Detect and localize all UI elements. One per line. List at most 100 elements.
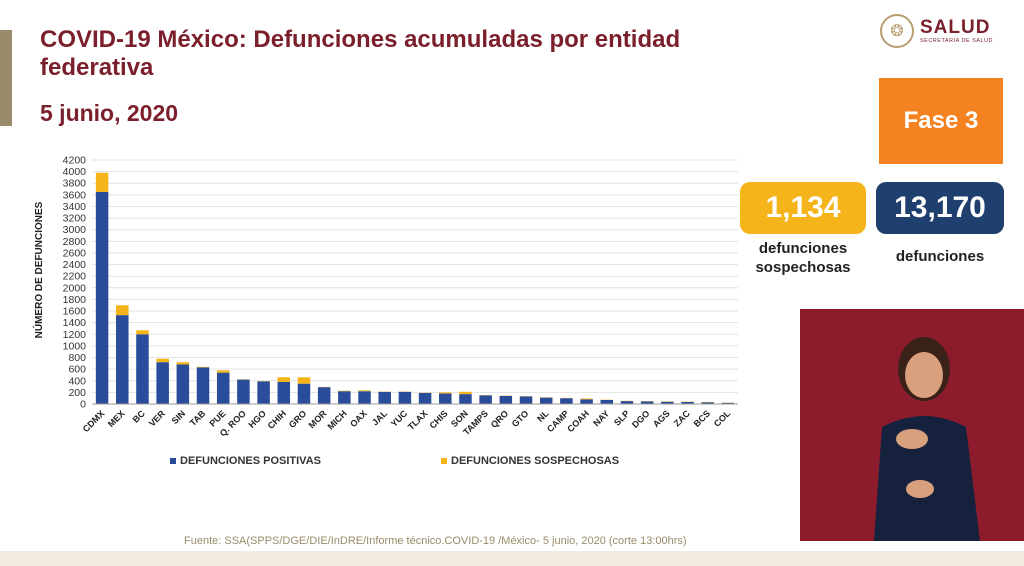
suspected-deaths-card: 1,134 <box>740 182 866 234</box>
bar-positive <box>398 391 412 404</box>
y-tick-label: 4200 <box>63 155 87 167</box>
y-tick-label: 2400 <box>63 259 87 271</box>
x-tick-label: TLAX <box>406 408 430 432</box>
bar-suspected <box>116 305 129 316</box>
bar-suspected <box>580 398 593 400</box>
bar-positive <box>257 381 270 404</box>
bar-positive <box>196 367 210 404</box>
y-tick-label: 3200 <box>63 213 87 225</box>
bar-positive <box>681 401 694 404</box>
x-tick-label: AGS <box>651 408 672 429</box>
total-deaths-card: 13,170 <box>876 182 1004 234</box>
x-tick-label: OAX <box>348 408 369 429</box>
bar-positive <box>701 402 714 404</box>
y-tick-label: 800 <box>68 352 86 364</box>
x-tick-label: JAL <box>370 408 389 427</box>
bar-positive <box>176 364 190 404</box>
x-tick-label: DGO <box>630 408 652 430</box>
bar-positive <box>136 334 149 404</box>
x-tick-label: MEX <box>106 408 127 429</box>
x-tick-label: COL <box>712 408 733 429</box>
x-tick-label: QRO <box>489 408 511 430</box>
bar-suspected <box>136 330 149 335</box>
y-tick-label: 0 <box>80 399 86 411</box>
bar-suspected <box>358 390 371 392</box>
bar-positive <box>95 191 109 404</box>
y-axis-label: NÚMERO DE DEFUNCIONES <box>32 201 45 338</box>
legend-positive: DEFUNCIONES POSITIVAS <box>170 455 321 467</box>
legend-suspected-label: DEFUNCIONES SOSPECHOSAS <box>451 455 620 467</box>
bar-positive <box>216 372 230 404</box>
y-tick-label: 1400 <box>63 317 87 329</box>
bar-suspected <box>216 370 230 373</box>
bar-suspected <box>95 172 109 192</box>
y-tick-label: 3600 <box>63 189 87 201</box>
y-tick-label: 2800 <box>63 236 87 248</box>
x-tick-label: SIN <box>170 408 188 426</box>
x-tick-label: CHIS <box>427 408 449 430</box>
bar-positive <box>237 379 250 404</box>
legend-suspected: DEFUNCIONES SOSPECHOSAS <box>441 455 619 467</box>
bar-suspected <box>196 366 210 368</box>
bar-suspected <box>176 362 190 365</box>
bar-positive <box>277 381 291 404</box>
x-tick-label: CHIH <box>266 408 289 431</box>
bar-positive <box>620 401 634 404</box>
x-tick-label: ZAC <box>672 408 693 429</box>
seal-icon: ❂ <box>880 14 914 48</box>
bar-positive <box>317 387 331 404</box>
x-tick-label: GTO <box>510 408 531 429</box>
bottom-band <box>0 551 1024 566</box>
y-tick-label: 1000 <box>63 340 87 352</box>
sign-language-interpreter-video <box>800 309 1024 541</box>
bar-suspected <box>156 358 169 363</box>
y-tick-label: 3400 <box>63 201 87 213</box>
y-tick-label: 2000 <box>63 282 87 294</box>
suspected-deaths-label: defunciones sospechosas <box>755 240 851 276</box>
page-title: COVID-19 México: Defunciones acumuladas … <box>40 26 681 81</box>
bar-positive <box>661 401 674 404</box>
legend-positive-swatch <box>170 458 176 464</box>
x-tick-label: MICH <box>325 408 348 431</box>
bar-suspected <box>297 377 311 384</box>
bar-positive <box>519 396 533 404</box>
bar-positive <box>479 395 492 404</box>
x-tick-label: HGO <box>246 408 268 430</box>
x-tick-label: MOR <box>307 408 329 430</box>
x-tick-label: COAH <box>565 408 591 434</box>
y-tick-label: 3000 <box>63 224 87 236</box>
y-tick-label: 600 <box>68 364 86 376</box>
x-tick-label: TAB <box>188 408 208 428</box>
x-tick-label: CAMP <box>545 408 571 434</box>
logo-name: SALUD <box>920 16 991 38</box>
x-tick-label: NAY <box>591 408 611 428</box>
x-tick-label: NL <box>535 408 551 424</box>
report-date: 5 junio, 2020 <box>40 100 179 126</box>
bar-positive <box>721 402 735 404</box>
bar-positive <box>156 362 169 404</box>
bar-positive <box>600 399 614 404</box>
legend-positive-label: DEFUNCIONES POSITIVAS <box>180 455 321 467</box>
x-tick-label: GRO <box>287 408 309 430</box>
y-tick-label: 1600 <box>63 306 87 318</box>
y-tick-label: 400 <box>68 375 86 387</box>
bar-positive <box>640 401 654 404</box>
source-note: Fuente: SSA(SPPS/DGE/DIE/InDRE/Informe t… <box>184 535 687 547</box>
bar-positive <box>439 393 452 404</box>
bar-positive <box>378 391 391 404</box>
x-tick-label: SLP <box>612 408 631 427</box>
y-tick-label: 200 <box>68 387 86 399</box>
y-tick-label: 1200 <box>63 329 87 341</box>
y-tick-label: 1800 <box>63 294 87 306</box>
salud-logo: ❂ SALUD SECRETARÍA DE SALUD <box>880 14 993 48</box>
bar-suspected <box>277 377 291 382</box>
x-tick-label: CDMX <box>81 408 107 434</box>
bar-positive <box>358 391 371 404</box>
bar-positive <box>499 395 513 404</box>
y-tick-label: 3800 <box>63 178 87 190</box>
x-tick-label: VER <box>147 408 168 429</box>
bar-positive <box>116 315 129 404</box>
x-tick-label: BCS <box>692 408 713 429</box>
logo-subtitle: SECRETARÍA DE SALUD <box>920 37 993 44</box>
bar-positive <box>560 398 573 404</box>
